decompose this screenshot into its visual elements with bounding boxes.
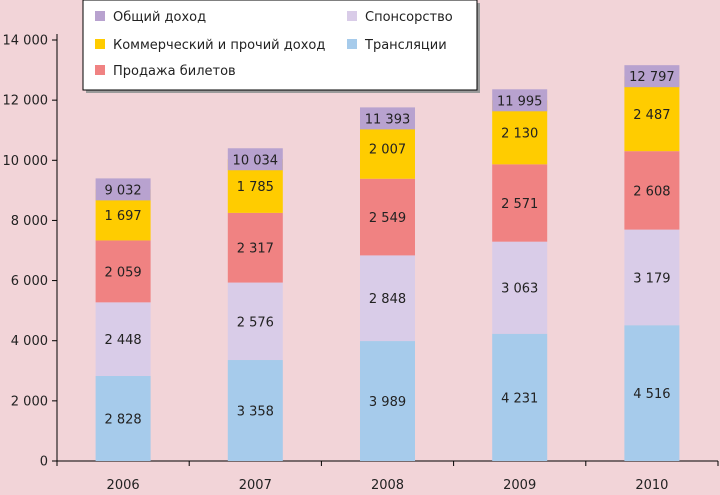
legend-label: Трансляции	[364, 38, 447, 53]
y-tick-label: 12 000	[3, 94, 49, 109]
total-box	[624, 65, 680, 88]
x-tick-label: 2009	[503, 478, 536, 491]
legend-swatch	[95, 11, 105, 21]
data-label: 2 608	[633, 184, 670, 199]
bar-segment	[624, 325, 680, 461]
total-label: 11 393	[365, 112, 411, 127]
legend-label: Общий доход	[113, 10, 206, 25]
data-label: 2 059	[104, 265, 141, 280]
y-tick-label: 14 000	[3, 34, 49, 49]
total-label: 9 032	[104, 183, 141, 198]
data-label: 2 487	[633, 108, 670, 123]
bar-segment	[492, 241, 548, 334]
bar-segment	[492, 333, 548, 461]
data-label: 4 516	[633, 387, 670, 402]
data-label: 3 358	[237, 405, 274, 420]
data-label: 2 317	[237, 242, 274, 257]
legend-swatch	[95, 65, 105, 75]
y-tick-label: 6 000	[11, 274, 48, 289]
data-label: 4 231	[501, 391, 538, 406]
bar-segment	[227, 360, 283, 461]
data-label: 3 063	[501, 282, 538, 297]
data-label: 2 448	[104, 333, 141, 348]
bar-segment	[95, 375, 151, 461]
total-box	[95, 178, 151, 201]
data-label: 3 179	[633, 271, 670, 286]
x-tick-label: 2006	[107, 478, 140, 491]
data-label: 2 848	[369, 292, 406, 307]
y-tick-label: 4 000	[11, 334, 48, 349]
total-box	[360, 107, 415, 130]
data-label: 2 130	[501, 126, 538, 141]
bar-segment	[227, 212, 283, 283]
bar-segment	[624, 151, 680, 230]
data-label: 1 785	[237, 180, 274, 195]
legend-label: Продажа билетов	[113, 64, 236, 79]
x-tick-label: 2010	[635, 478, 668, 491]
bar-segment	[227, 282, 283, 361]
bar-segment	[624, 76, 680, 152]
data-label: 1 697	[104, 209, 141, 224]
data-label: 2 549	[369, 211, 406, 226]
total-box	[227, 148, 283, 171]
bar-segment	[95, 302, 151, 376]
bar-segment	[95, 240, 151, 303]
data-label: 3 989	[369, 395, 406, 410]
data-label: 2 828	[104, 412, 141, 427]
total-label: 12 797	[629, 70, 675, 85]
x-tick-label: 2008	[371, 478, 404, 491]
y-tick-label: 8 000	[11, 214, 48, 229]
y-tick-label: 2 000	[11, 394, 48, 409]
bar-segment	[492, 164, 548, 242]
bar-segment	[624, 229, 680, 326]
legend-swatch	[347, 39, 357, 49]
data-label: 2 007	[369, 143, 406, 158]
x-tick-label: 2007	[239, 478, 272, 491]
legend-label: Коммерческий и прочий доход	[113, 38, 325, 53]
bar-segment	[360, 255, 415, 342]
total-box	[492, 89, 548, 112]
y-tick-label: 0	[40, 455, 48, 470]
legend-label: Спонсорство	[365, 10, 453, 25]
total-label: 10 034	[233, 153, 279, 168]
data-label: 2 571	[501, 197, 538, 212]
bar-segment	[360, 341, 415, 461]
total-label: 11 995	[497, 94, 543, 109]
legend-box	[82, 0, 478, 91]
y-tick-label: 10 000	[3, 154, 49, 169]
legend-swatch	[95, 39, 105, 49]
bar-segment	[360, 178, 415, 256]
data-label: 2 576	[237, 315, 274, 330]
legend-swatch	[347, 11, 357, 21]
